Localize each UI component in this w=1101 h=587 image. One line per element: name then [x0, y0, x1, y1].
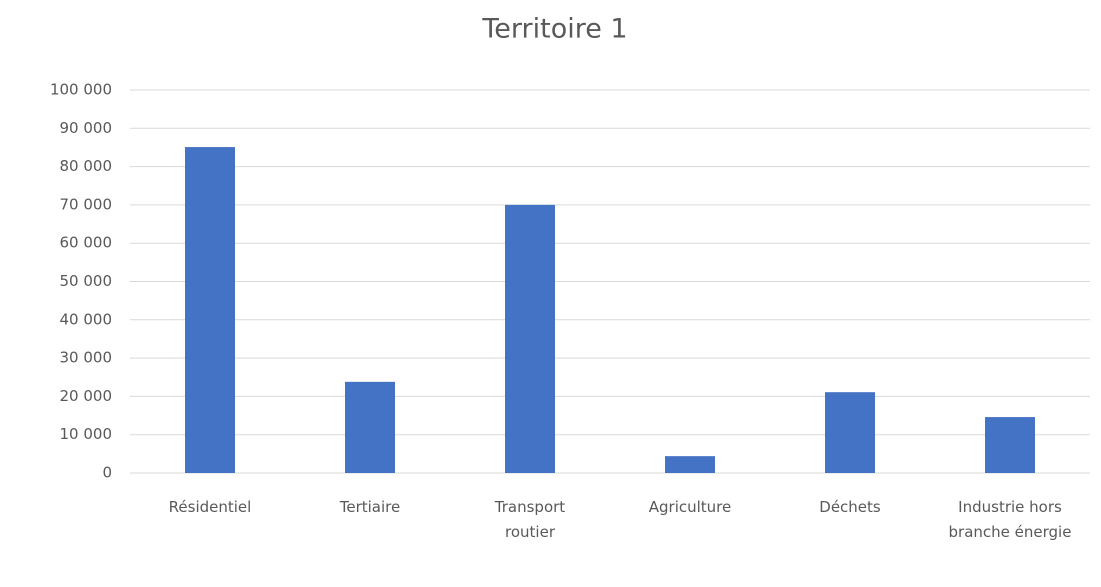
- bar: [505, 204, 555, 473]
- y-tick-label: 70 000: [60, 195, 113, 213]
- x-tick-label: Agriculture: [648, 498, 732, 516]
- bar: [185, 147, 235, 473]
- y-tick-label: 80 000: [60, 157, 113, 175]
- chart-title: Territoire 1: [481, 14, 627, 45]
- y-tick-label: 0: [102, 464, 112, 482]
- y-tick-label: 60 000: [60, 234, 113, 252]
- y-tick-label: 40 000: [60, 310, 113, 328]
- x-tick-label: Déchets: [819, 498, 881, 516]
- bar: [985, 417, 1035, 473]
- y-tick-label: 100 000: [50, 81, 112, 99]
- x-tick-label: Résidentiel: [168, 498, 252, 516]
- x-tick-label: Industrie hors branche énergie: [948, 498, 1072, 541]
- y-tick-label: 90 000: [60, 119, 113, 137]
- y-tick-label: 30 000: [60, 349, 113, 367]
- y-tick-label: 50 000: [60, 272, 113, 290]
- bar: [345, 381, 395, 473]
- x-tick-label: Tertiaire: [339, 498, 401, 516]
- y-tick-label: 20 000: [60, 387, 113, 405]
- x-tick-label: Transport routier: [494, 498, 566, 541]
- bar: [825, 392, 875, 473]
- bar: [665, 456, 715, 473]
- y-tick-label: 10 000: [60, 425, 113, 443]
